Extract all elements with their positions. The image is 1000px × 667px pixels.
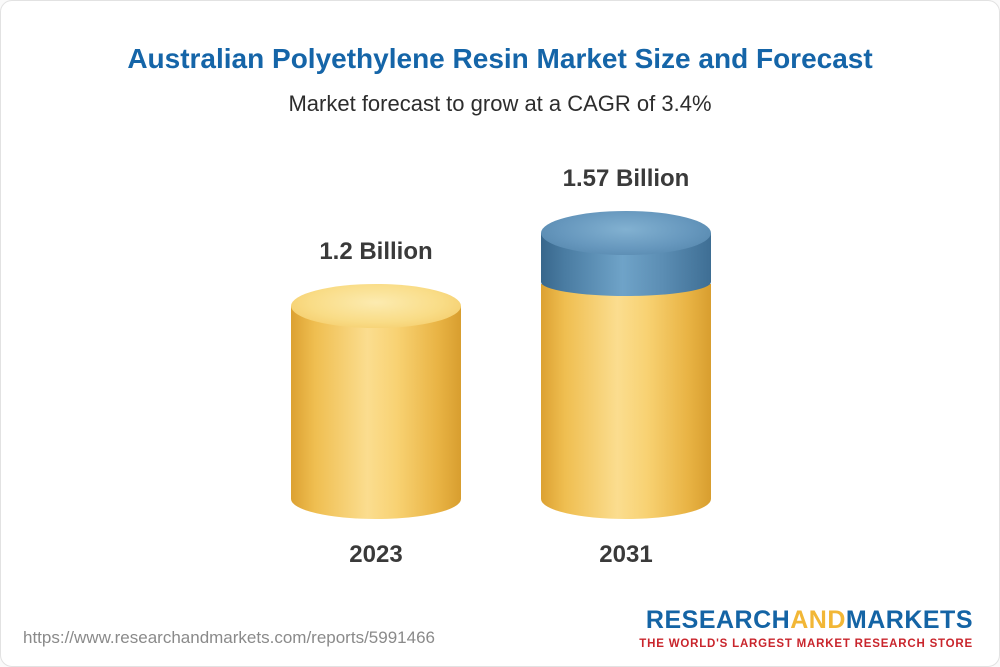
value-label-2023: 1.2 Billion (319, 238, 433, 265)
page-subtitle: Market forecast to grow at a CAGR of 3.4… (288, 91, 712, 116)
bar-segment-base-2023 (291, 306, 461, 519)
logo-word-and: AND (790, 606, 846, 634)
research-and-markets-logo: RESEARCHANDMARKETS THE WORLD'S LARGEST M… (639, 606, 973, 650)
cylinder-2031 (541, 211, 711, 519)
category-label-2023: 2023 (349, 541, 403, 568)
logo-word-research: RESEARCH (645, 606, 791, 634)
value-label-2031: 1.57 Billion (562, 165, 690, 192)
category-label-2031: 2031 (599, 541, 653, 568)
bar-segment-base-2031 (541, 284, 711, 519)
logo-tagline: THE WORLD'S LARGEST MARKET RESEARCH STOR… (639, 638, 973, 650)
logo-word-markets: MARKETS (845, 606, 973, 634)
cylinder-2023 (291, 284, 461, 519)
page-title: Australian Polyethylene Resin Market Siz… (127, 43, 873, 74)
cylinder-top-cap-2023 (291, 284, 461, 328)
bar-column-2031: 1.57 Billion 2031 (541, 165, 711, 571)
cylinder-bar-chart: 1.2 Billion 2023 1.57 Billion 2031 (1, 131, 999, 571)
cylinder-top-cap-2031 (541, 211, 711, 255)
logo-wordmark: RESEARCHANDMARKETS (639, 606, 973, 635)
bar-column-2023: 1.2 Billion 2023 (291, 238, 461, 571)
report-url: https://www.researchandmarkets.com/repor… (23, 628, 435, 647)
